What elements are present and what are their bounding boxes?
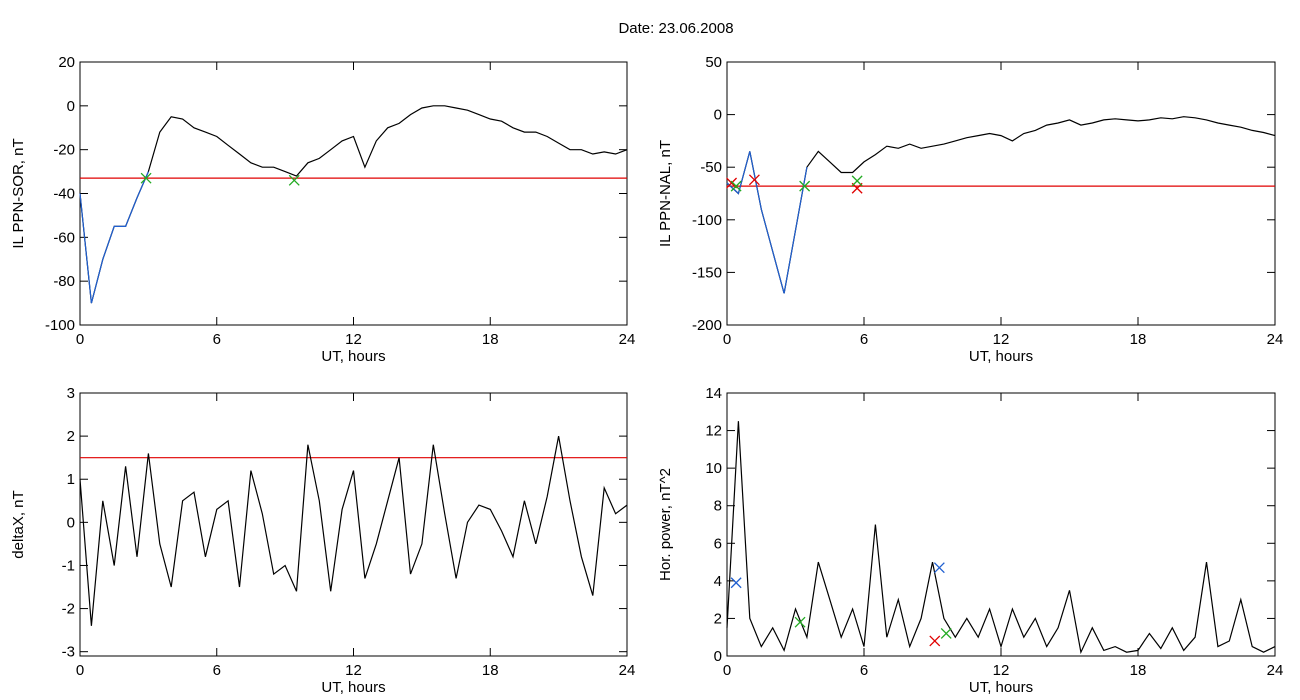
- plot-frame: [726, 61, 1276, 326]
- y-tick-label: -100: [692, 212, 722, 229]
- y-tick-label: -80: [53, 273, 75, 290]
- y-tick-label: -150: [692, 264, 722, 281]
- data-line: [79, 171, 149, 304]
- x-tick-label: 6: [860, 331, 868, 348]
- event-marker: [140, 172, 152, 184]
- y-tick-label: 50: [705, 54, 722, 71]
- x-tick-label: 6: [213, 331, 221, 348]
- x-tick-label: 0: [723, 331, 731, 348]
- y-tick-label: 12: [705, 423, 722, 440]
- y-tick-label: -40: [53, 186, 75, 203]
- y-tick-label: 10: [705, 460, 722, 477]
- data-line: [726, 421, 1276, 655]
- y-tick-label: 2: [67, 428, 75, 445]
- y-tick-label: 0: [714, 648, 722, 665]
- y-tick-label: 8: [714, 498, 722, 515]
- y-axis-label: Hor. power, nT^2: [657, 468, 674, 581]
- y-tick-label: -100: [45, 317, 75, 334]
- event-marker: [940, 627, 952, 639]
- x-tick-label: 24: [1267, 331, 1284, 348]
- y-tick-label: -3: [62, 644, 75, 661]
- y-tick-label: 1: [67, 471, 75, 488]
- event-marker: [730, 577, 742, 589]
- x-tick-label: 24: [619, 662, 636, 679]
- y-axis-label: deltaX, nT: [10, 490, 27, 558]
- y-tick-label: -50: [700, 159, 722, 176]
- event-marker: [748, 174, 760, 186]
- data-line: [726, 151, 808, 294]
- y-tick-label: 0: [714, 107, 722, 124]
- y-tick-label: -60: [53, 229, 75, 246]
- data-line: [79, 435, 628, 626]
- x-tick-label: 18: [482, 331, 499, 348]
- x-tick-label: 12: [345, 662, 362, 679]
- y-axis-label: IL PPN-SOR, nT: [10, 138, 27, 248]
- event-marker: [851, 175, 863, 187]
- x-tick-label: 12: [345, 331, 362, 348]
- x-tick-label: 12: [993, 662, 1010, 679]
- x-axis-label: UT, hours: [321, 348, 385, 365]
- x-axis-label: UT, hours: [969, 679, 1033, 696]
- y-tick-label: 20: [58, 54, 75, 71]
- event-marker: [799, 180, 811, 192]
- y-tick-label: 2: [714, 610, 722, 627]
- x-tick-label: 24: [1267, 662, 1284, 679]
- x-tick-label: 6: [860, 662, 868, 679]
- x-tick-label: 0: [723, 662, 731, 679]
- data-line: [726, 116, 1276, 294]
- y-tick-label: -20: [53, 142, 75, 159]
- y-tick-label: -200: [692, 317, 722, 334]
- y-axis-label: IL PPN-NAL, nT: [657, 140, 674, 247]
- x-tick-label: 0: [76, 331, 84, 348]
- x-axis-label: UT, hours: [321, 679, 385, 696]
- y-tick-label: 14: [705, 385, 722, 402]
- y-tick-label: 0: [67, 514, 75, 531]
- x-tick-label: 24: [619, 331, 636, 348]
- plot-frame: [79, 61, 628, 326]
- plot-frame: [726, 392, 1276, 657]
- y-tick-label: 6: [714, 535, 722, 552]
- plot-frame: [79, 392, 628, 657]
- event-marker: [933, 562, 945, 574]
- event-marker: [730, 180, 742, 192]
- x-tick-label: 6: [213, 662, 221, 679]
- x-tick-label: 12: [993, 331, 1010, 348]
- y-tick-label: -1: [62, 557, 75, 574]
- y-tick-label: -2: [62, 601, 75, 618]
- event-marker: [929, 635, 941, 647]
- x-tick-label: 0: [76, 662, 84, 679]
- y-tick-label: 3: [67, 385, 75, 402]
- y-tick-label: 0: [67, 98, 75, 115]
- event-marker: [288, 174, 300, 186]
- y-tick-label: 4: [714, 573, 722, 590]
- figure-title: Date: 23.06.2008: [618, 20, 733, 37]
- x-tick-label: 18: [1130, 331, 1147, 348]
- x-axis-label: UT, hours: [969, 348, 1033, 365]
- data-line: [79, 105, 628, 304]
- event-marker: [794, 616, 806, 628]
- x-tick-label: 18: [1130, 662, 1147, 679]
- event-marker: [726, 177, 738, 189]
- x-tick-label: 18: [482, 662, 499, 679]
